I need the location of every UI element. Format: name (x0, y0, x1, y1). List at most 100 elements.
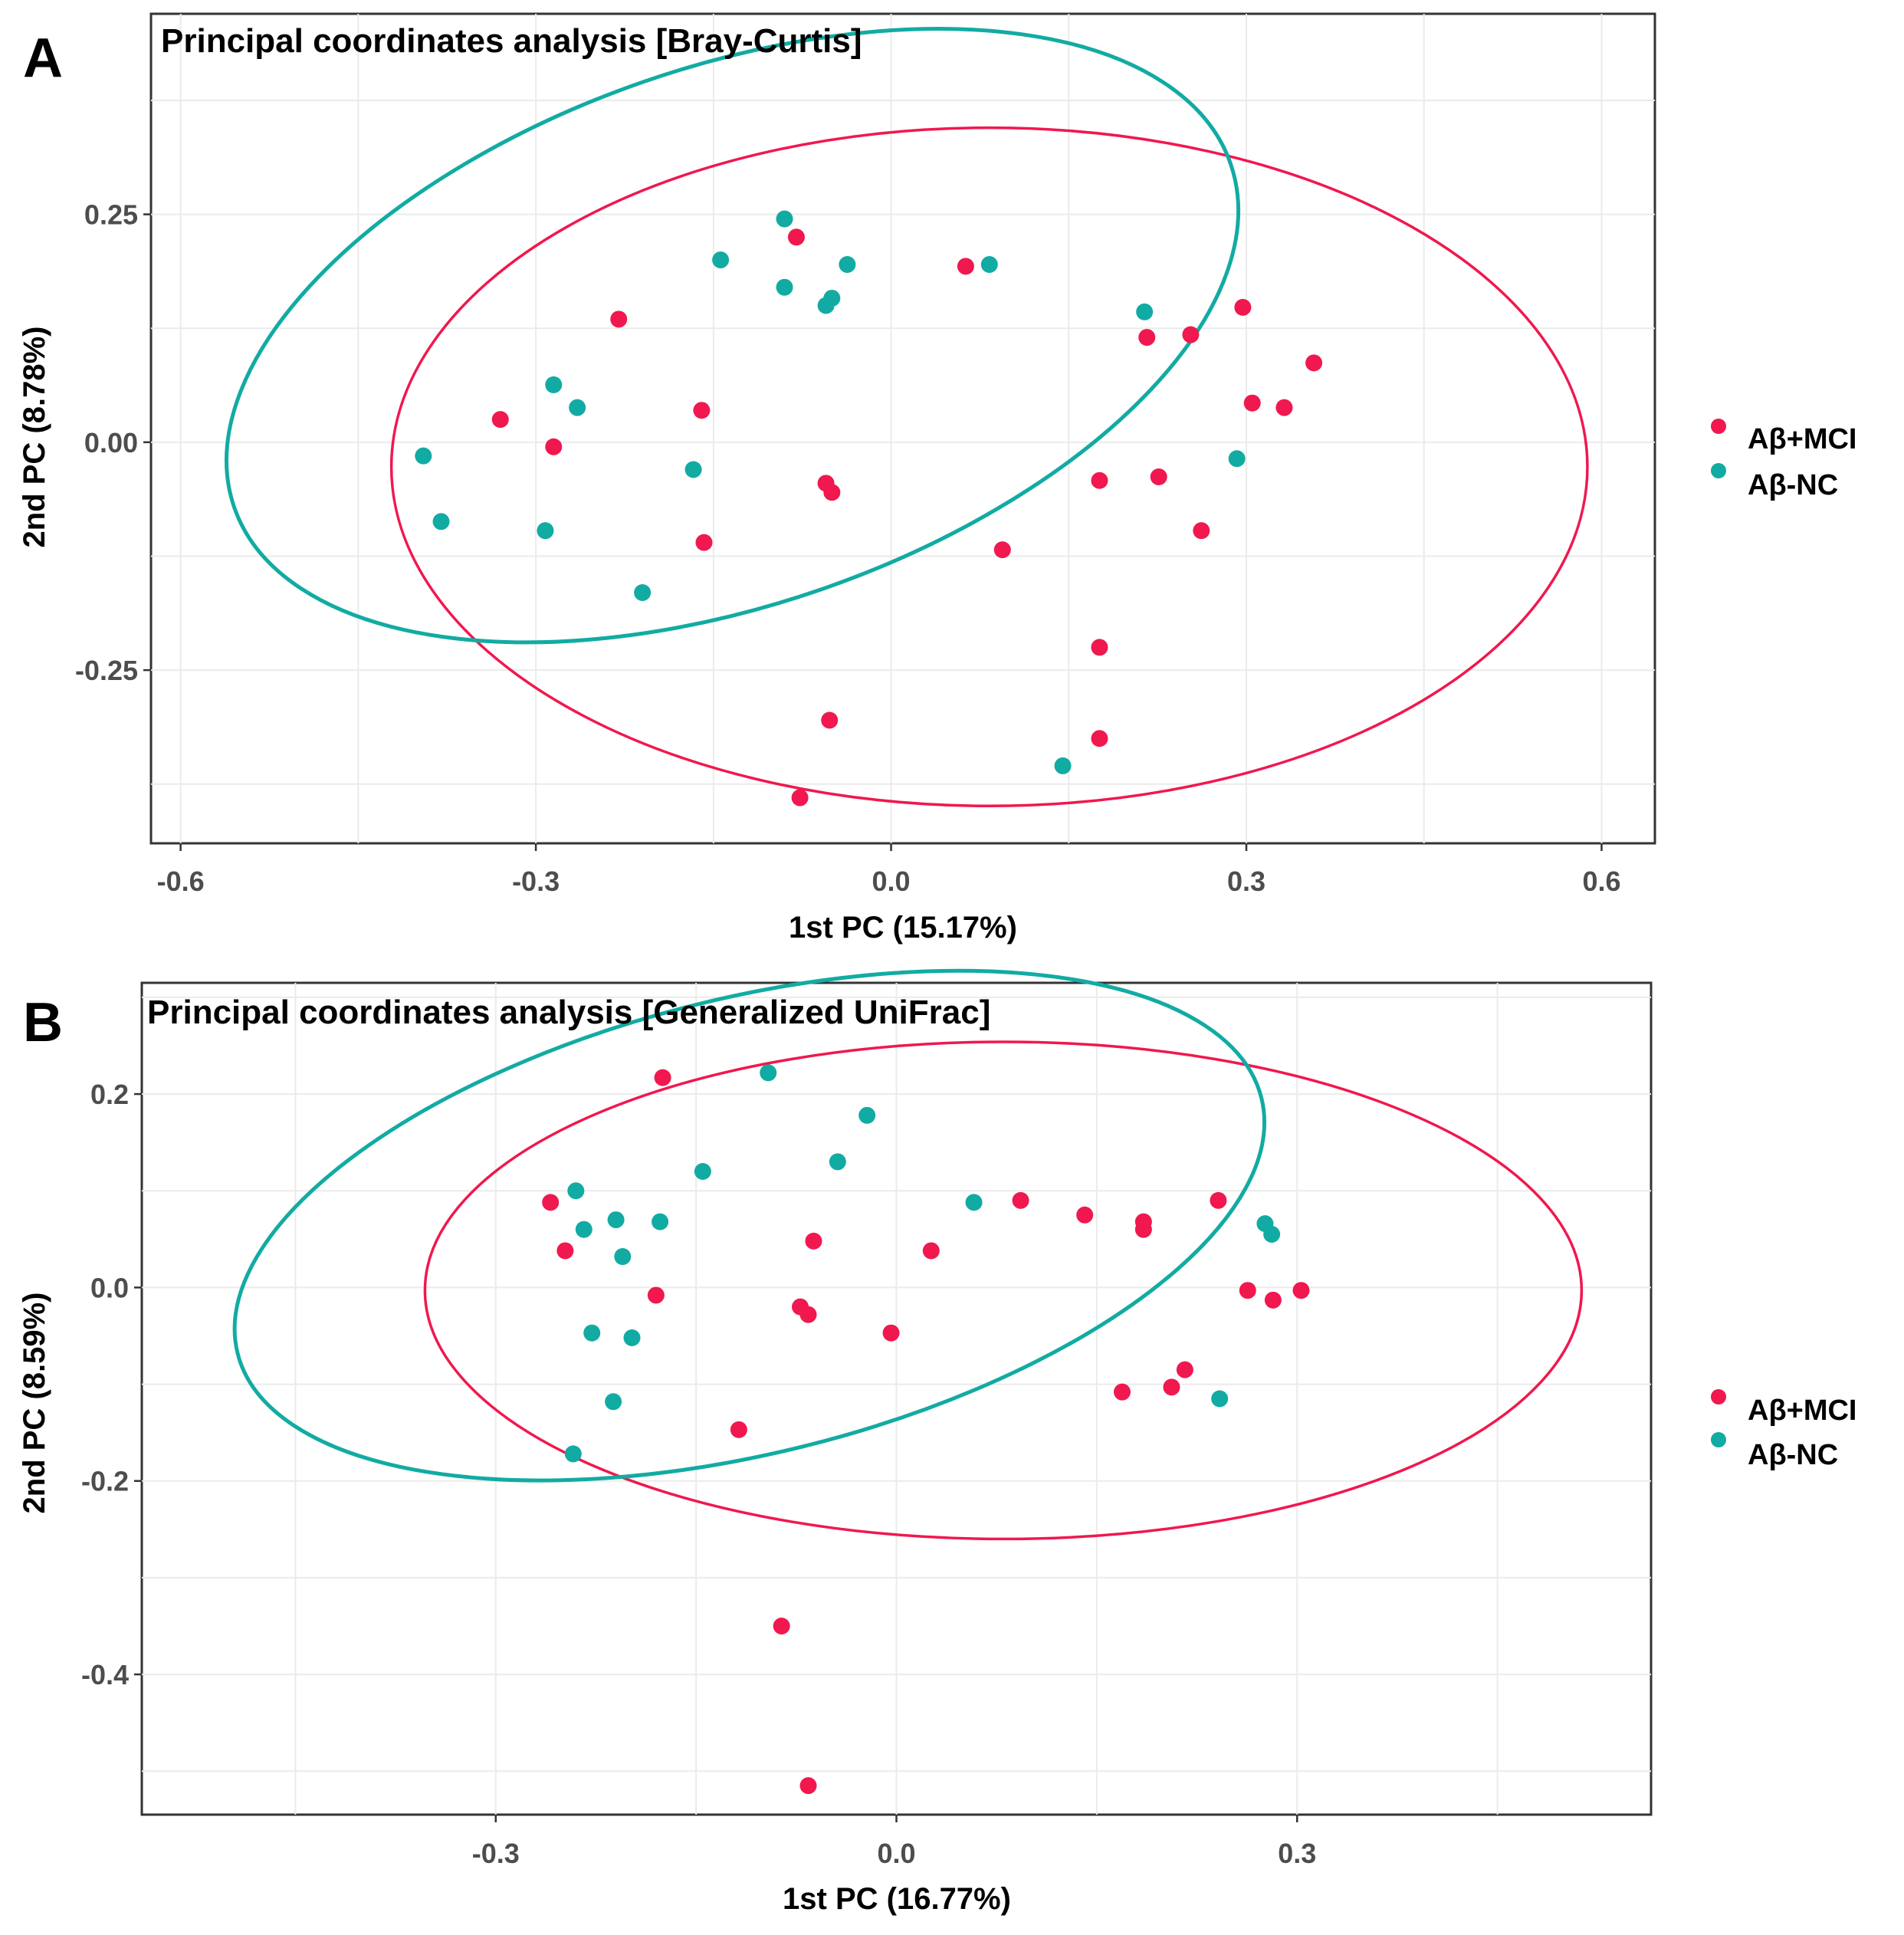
chart-title-a: Principal coordinates analysis [Bray-Cur… (161, 22, 862, 60)
data-point (821, 711, 839, 729)
y-tick-label: 0.0 (90, 1272, 129, 1303)
y-tick-label: 0.25 (84, 199, 138, 231)
data-point (760, 1064, 777, 1082)
x-axis-title-a: 1st PC (15.17%) (789, 911, 1017, 945)
legend-label-mci: Aβ+MCI (1748, 1395, 1856, 1427)
data-point (607, 1211, 625, 1229)
data-point (569, 399, 586, 416)
y-axis-title-b: 2nd PC (8.59%) (18, 1293, 51, 1514)
data-point (1193, 522, 1210, 540)
data-point (1076, 1206, 1094, 1224)
x-tick-label: 0.6 (1582, 866, 1620, 897)
confidence-ellipse (225, 27, 1241, 645)
legend-a: Aβ+MCI Aβ-NC (1711, 419, 1856, 501)
data-point (575, 1220, 593, 1238)
x-axis-title-b: 1st PC (16.77%) (783, 1882, 1011, 1916)
data-point (623, 1329, 641, 1347)
data-point (693, 402, 711, 419)
confidence-ellipse (423, 1040, 1584, 1541)
data-point (823, 484, 841, 501)
data-point (1134, 1220, 1152, 1238)
data-point (1091, 471, 1108, 489)
data-point (980, 255, 998, 273)
x-axis-ticks-b: -0.3 0.0 0.3 (472, 1838, 1317, 1869)
x-tick-label: 0.3 (1227, 866, 1266, 897)
data-point (829, 1153, 846, 1171)
scatter-points-a (415, 210, 1323, 807)
legend-label-nc: Aβ-NC (1748, 469, 1838, 501)
y-tick-label: 0.2 (90, 1079, 129, 1110)
data-point (1138, 329, 1156, 347)
data-point (791, 789, 809, 807)
legend-dot-mci (1711, 1389, 1726, 1404)
data-point (1263, 1226, 1281, 1243)
data-point (647, 1286, 665, 1304)
y-tick-label: -0.25 (75, 655, 138, 686)
data-point (1113, 1383, 1131, 1401)
data-point (652, 1213, 669, 1230)
data-point (799, 1777, 817, 1795)
x-tick-label: 0.3 (1278, 1838, 1316, 1869)
data-point (545, 376, 563, 393)
data-point (1054, 757, 1072, 774)
confidence-ellipses-a (225, 27, 1589, 808)
data-point (1234, 298, 1252, 316)
confidence-ellipses-b (232, 968, 1584, 1541)
data-point (1150, 468, 1167, 486)
data-point (776, 278, 793, 296)
data-point (1163, 1378, 1180, 1396)
data-point (858, 1106, 876, 1124)
data-point (1239, 1282, 1256, 1299)
panel-letter-a: A (23, 28, 63, 89)
x-tick-label: 0.0 (877, 1838, 915, 1869)
data-point (564, 1445, 582, 1463)
legend-label-mci: Aβ+MCI (1748, 423, 1856, 455)
chart-title-b: Principal coordinates analysis [Generali… (147, 994, 990, 1031)
data-point (415, 447, 432, 465)
data-point (567, 1182, 585, 1200)
data-point (1305, 354, 1323, 372)
data-point (1264, 1291, 1282, 1309)
data-point (695, 534, 713, 551)
data-point (583, 1324, 601, 1342)
data-point (730, 1421, 747, 1438)
data-point (542, 1194, 560, 1211)
data-point (605, 1393, 622, 1411)
plot-frame-a (149, 12, 1656, 845)
data-point (545, 438, 563, 455)
panel-a: A Principal coordinates analysis [Bray-C… (18, 12, 1856, 945)
legend-dot-nc (1711, 1432, 1726, 1447)
y-tick-label: 0.00 (84, 427, 138, 458)
data-point (882, 1324, 900, 1342)
data-point (787, 228, 805, 246)
x-tick-label: -0.6 (157, 866, 205, 897)
legend-label-nc: Aβ-NC (1748, 1439, 1838, 1471)
data-point (1275, 399, 1293, 416)
data-point (712, 251, 730, 269)
data-point (684, 461, 702, 478)
x-tick-label: -0.3 (472, 1838, 520, 1869)
data-point (556, 1242, 574, 1260)
confidence-ellipse (232, 968, 1267, 1483)
data-point (1091, 639, 1108, 656)
y-tick-label: -0.2 (81, 1466, 129, 1497)
data-point (1091, 730, 1108, 747)
data-point (805, 1232, 822, 1250)
data-point (1176, 1361, 1193, 1378)
data-point (773, 1617, 790, 1634)
data-point (1182, 326, 1200, 343)
data-point (776, 210, 793, 228)
data-point (634, 584, 652, 602)
data-point (1136, 303, 1154, 320)
y-axis-ticks-b: 0.2 0.0 -0.2 -0.4 (81, 1079, 129, 1690)
panel-letter-b: B (23, 992, 63, 1053)
y-axis-title-a: 2nd PC (8.78%) (18, 327, 51, 548)
data-point (957, 258, 974, 275)
data-point (839, 255, 856, 273)
data-point (1243, 394, 1261, 412)
x-tick-label: -0.3 (512, 866, 560, 897)
x-tick-label: 0.0 (872, 866, 911, 897)
data-point (537, 522, 554, 540)
gridlines-a (151, 14, 1655, 843)
